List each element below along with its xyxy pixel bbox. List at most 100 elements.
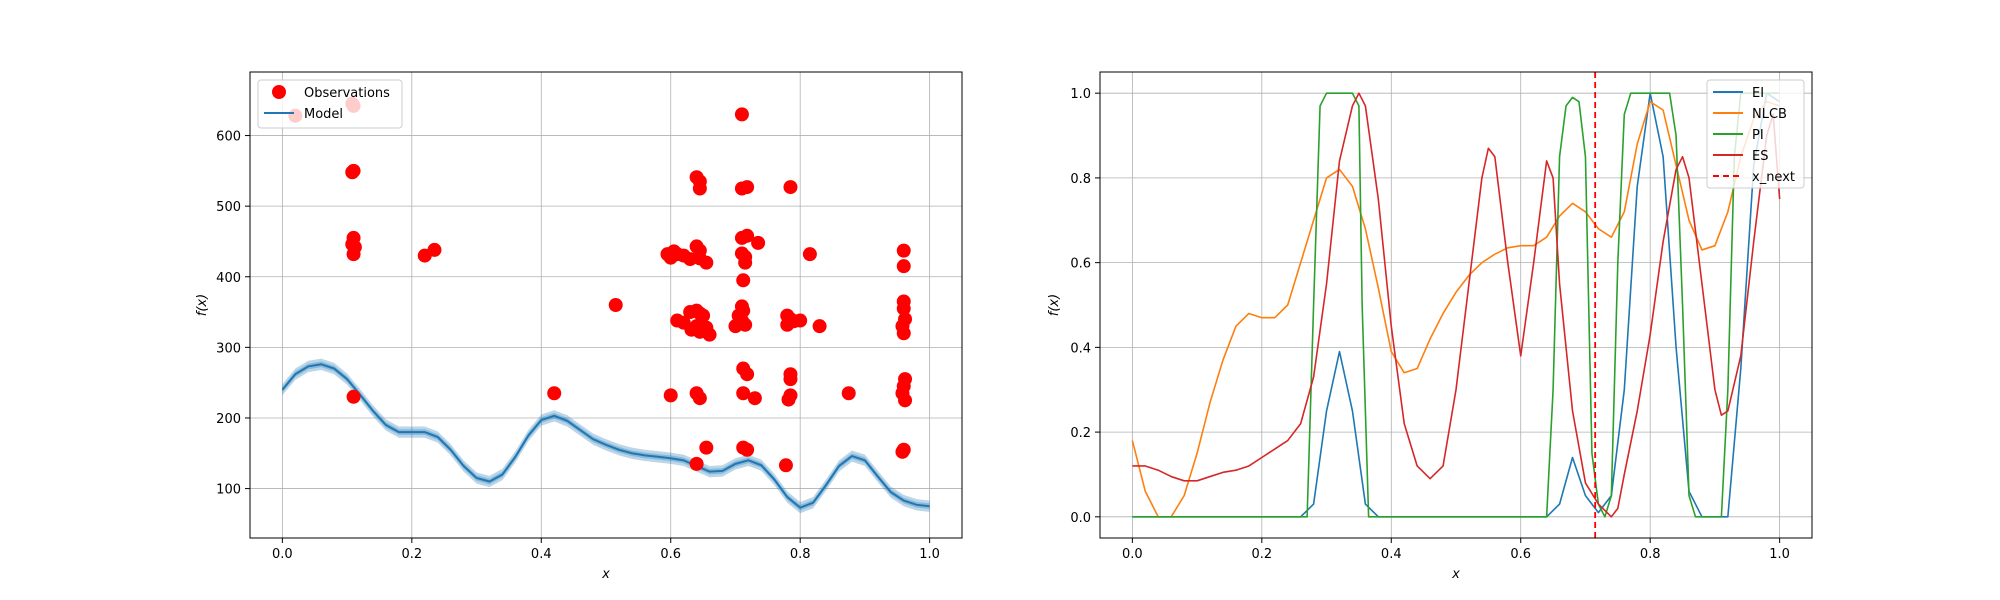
observation-point xyxy=(346,389,361,404)
legend-pi-label: PI xyxy=(1752,128,1764,143)
observation-point xyxy=(802,247,817,262)
legend-es-label: ES xyxy=(1752,149,1768,164)
x-tick-label: 1.0 xyxy=(1769,547,1790,562)
observation-point xyxy=(608,298,623,312)
left-y-axis-label: f(x) xyxy=(195,294,210,316)
legend-x-next-label: x_next xyxy=(1752,170,1795,185)
observation-point xyxy=(896,259,911,274)
y-tick-label: 1.0 xyxy=(1070,87,1091,102)
observation-point xyxy=(793,313,808,328)
series-line-pi xyxy=(1132,92,1780,518)
x-tick-label: 0.0 xyxy=(272,547,293,562)
observation-point xyxy=(812,319,827,334)
model-confidence-band xyxy=(282,358,930,514)
series-line-es xyxy=(1132,92,1781,518)
observation-point xyxy=(689,456,704,471)
y-tick-label: 0.8 xyxy=(1070,172,1091,187)
x-tick-label: 0.2 xyxy=(401,547,422,562)
right-axes-frame xyxy=(1099,71,1813,539)
y-tick-label: 400 xyxy=(216,271,241,286)
observation-point xyxy=(778,458,793,473)
x-tick-label: 0.4 xyxy=(1381,547,1402,562)
legend-ei-label: EI xyxy=(1752,86,1764,101)
right-plot-area xyxy=(1100,72,1812,538)
x-tick-label: 0.8 xyxy=(1640,547,1661,562)
observation-point xyxy=(738,317,753,332)
observation-point xyxy=(684,322,699,337)
right-legend: EI NLCB PI ES x_next xyxy=(1706,79,1805,189)
left-grid xyxy=(250,72,962,538)
left-legend-box xyxy=(257,79,403,129)
model-line-group xyxy=(281,363,930,509)
legend-observations-marker xyxy=(272,85,286,99)
observation-point xyxy=(740,367,755,382)
series-line-ei xyxy=(1132,92,1781,518)
observation-point xyxy=(747,391,762,406)
x-tick-label: 1.0 xyxy=(919,547,940,562)
observation-point xyxy=(547,386,562,401)
observation-point xyxy=(699,440,714,455)
model-line xyxy=(281,363,930,509)
y-tick-label: 0.2 xyxy=(1070,426,1091,441)
observation-point xyxy=(692,181,707,196)
y-tick-label: 0.4 xyxy=(1070,341,1091,356)
observation-point xyxy=(738,255,753,270)
observation-point xyxy=(841,386,856,401)
observation-point xyxy=(346,247,361,262)
observation-point xyxy=(783,372,798,387)
legend-nlcb-label: NLCB xyxy=(1752,107,1787,122)
observation-point xyxy=(702,327,717,342)
observation-point xyxy=(427,242,442,257)
left-x-axis-label: x xyxy=(601,567,610,582)
observation-point xyxy=(781,392,796,407)
right-y-axis-label: f(x) xyxy=(1047,294,1062,316)
x-tick-label: 0.6 xyxy=(660,547,681,562)
observation-point xyxy=(898,393,913,408)
observation-point xyxy=(692,391,707,406)
acquisition-lines-group xyxy=(1131,92,1781,518)
x-tick-label: 0.2 xyxy=(1251,547,1272,562)
observation-point xyxy=(780,317,795,332)
observation-point xyxy=(736,273,751,288)
observation-point xyxy=(895,444,910,459)
right-chart-panel: 0.0 0.2 0.4 0.6 0.8 1.0 0.0 0.2 0.4 0.6 0.8 1.0 x f… xyxy=(1047,71,1813,582)
observation-point xyxy=(736,386,751,401)
y-tick-label: 0.6 xyxy=(1070,257,1091,272)
y-tick-label: 600 xyxy=(216,130,241,145)
right-ticks: 0.0 0.2 0.4 0.6 0.8 1.0 0.0 0.2 0.4 0.6 0.8 1.0 xyxy=(1070,87,1790,562)
y-tick-label: 200 xyxy=(216,412,241,427)
x-tick-label: 0.4 xyxy=(531,547,552,562)
left-plot-area xyxy=(250,72,962,538)
y-tick-label: 300 xyxy=(216,341,241,356)
observation-point xyxy=(896,301,911,316)
observation-point xyxy=(699,255,714,270)
observations-group xyxy=(288,96,913,473)
legend-model-label: Model xyxy=(304,107,343,122)
left-legend: Observations Model xyxy=(257,79,403,129)
right-legend-box xyxy=(1706,79,1805,189)
observation-point xyxy=(345,165,360,180)
observation-point xyxy=(751,235,766,250)
observation-point xyxy=(783,180,798,195)
y-tick-label: 100 xyxy=(216,483,241,498)
legend-observations-label: Observations xyxy=(304,86,390,101)
y-tick-label: 0.0 xyxy=(1070,511,1091,526)
series-line-nlcb xyxy=(1131,100,1780,518)
right-x-axis-label: x xyxy=(1451,567,1460,582)
x-tick-label: 0.6 xyxy=(1510,547,1531,562)
observation-point xyxy=(663,388,678,403)
observation-point xyxy=(740,180,755,195)
observation-point xyxy=(740,442,755,457)
observation-point xyxy=(740,228,755,243)
left-ticks: 0.0 0.2 0.4 0.6 0.8 1.0 100 200 300 400 500 600 xyxy=(216,130,940,562)
left-chart-panel: 0.0 0.2 0.4 0.6 0.8 1.0 100 200 300 400 500 600 x f… xyxy=(195,71,963,582)
x-tick-label: 0.0 xyxy=(1122,547,1143,562)
observation-point xyxy=(896,326,911,341)
x-tick-label: 0.8 xyxy=(790,547,811,562)
observation-point xyxy=(696,308,711,323)
y-tick-label: 500 xyxy=(216,200,241,215)
left-axes-frame xyxy=(249,71,963,539)
observation-point xyxy=(734,107,749,122)
observation-point xyxy=(896,243,911,258)
